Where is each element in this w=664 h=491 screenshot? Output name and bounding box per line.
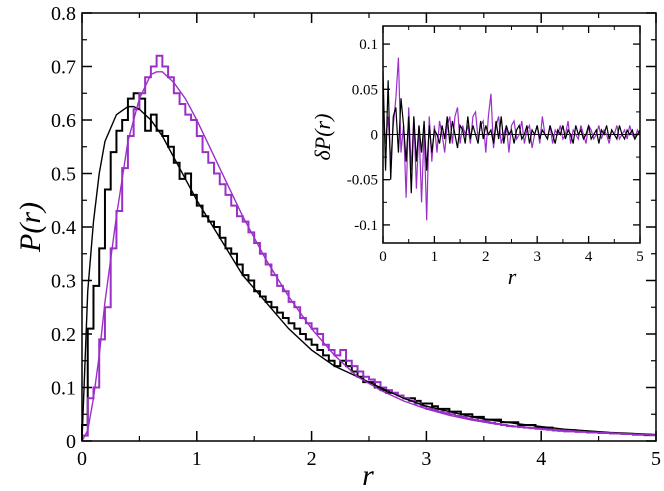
main-x-tick-label: 0 [77,448,87,470]
main-y-tick-label: 0.5 [51,164,76,186]
main-plot-area [81,54,657,442]
inset-axes: 0 1 2 3 4 5 -0.1 -0.05 0 0.05 0.1 [347,26,644,265]
main-fit-curve-2 [81,105,657,442]
main-y-axis-label: P(r) [14,202,47,253]
main-y-tick-label: 0 [66,431,76,453]
inset-y-tick-label: -0.05 [347,173,378,189]
main-y-tick-label: 0.4 [51,217,76,239]
inset-y-tick-label: 0 [371,128,379,144]
main-y-tick-label: 0.7 [51,57,76,79]
inset-y-axis-label: δP(r) [310,114,335,161]
inset-x-axis-label: r [508,264,517,289]
main-y-tick-label: 0.2 [51,324,76,346]
main-x-tick-label: 3 [421,448,431,470]
inset-y-tick-label: 0.05 [352,82,378,98]
inset-y-tick-label: -0.1 [354,218,378,234]
inset-chart: 0 1 2 3 4 5 -0.1 -0.05 0 0.05 0.1 r δP(r) [310,25,644,289]
main-x-axis-label: r [362,459,374,491]
inset-x-tick-label: 0 [379,249,387,265]
inset-plot-area [382,57,641,221]
main-x-tick-label: 2 [307,448,317,470]
main-axes: 0 1 2 3 4 5 0 0.1 0.2 0.3 0.4 0.5 0.6 0.7 0.8 [51,3,661,470]
main-y-tick-label: 0.1 [51,378,76,400]
inset-x-tick-label: 5 [636,249,644,265]
main-chart: 0 1 2 3 4 5 0 0.1 0.2 0.3 0.4 0.5 0.6 0.7 0.8 r P(r) [14,3,661,491]
inset-x-tick-label: 4 [585,249,593,265]
main-y-tick-label: 0.8 [51,3,76,25]
inset-residual-line-0 [382,71,641,194]
inset-x-tick-label: 2 [482,249,490,265]
main-fit-curve-3 [81,71,657,442]
main-x-tick-label: 5 [651,448,661,470]
main-x-tick-label: 1 [192,448,202,470]
inset-x-tick-label: 3 [533,249,541,265]
inset-x-tick-label: 1 [431,249,439,265]
main-y-tick-label: 0.6 [51,110,76,132]
main-y-tick-label: 0.3 [51,271,76,293]
inset-y-tick-label: 0.1 [359,37,378,53]
main-x-tick-label: 4 [536,448,546,470]
